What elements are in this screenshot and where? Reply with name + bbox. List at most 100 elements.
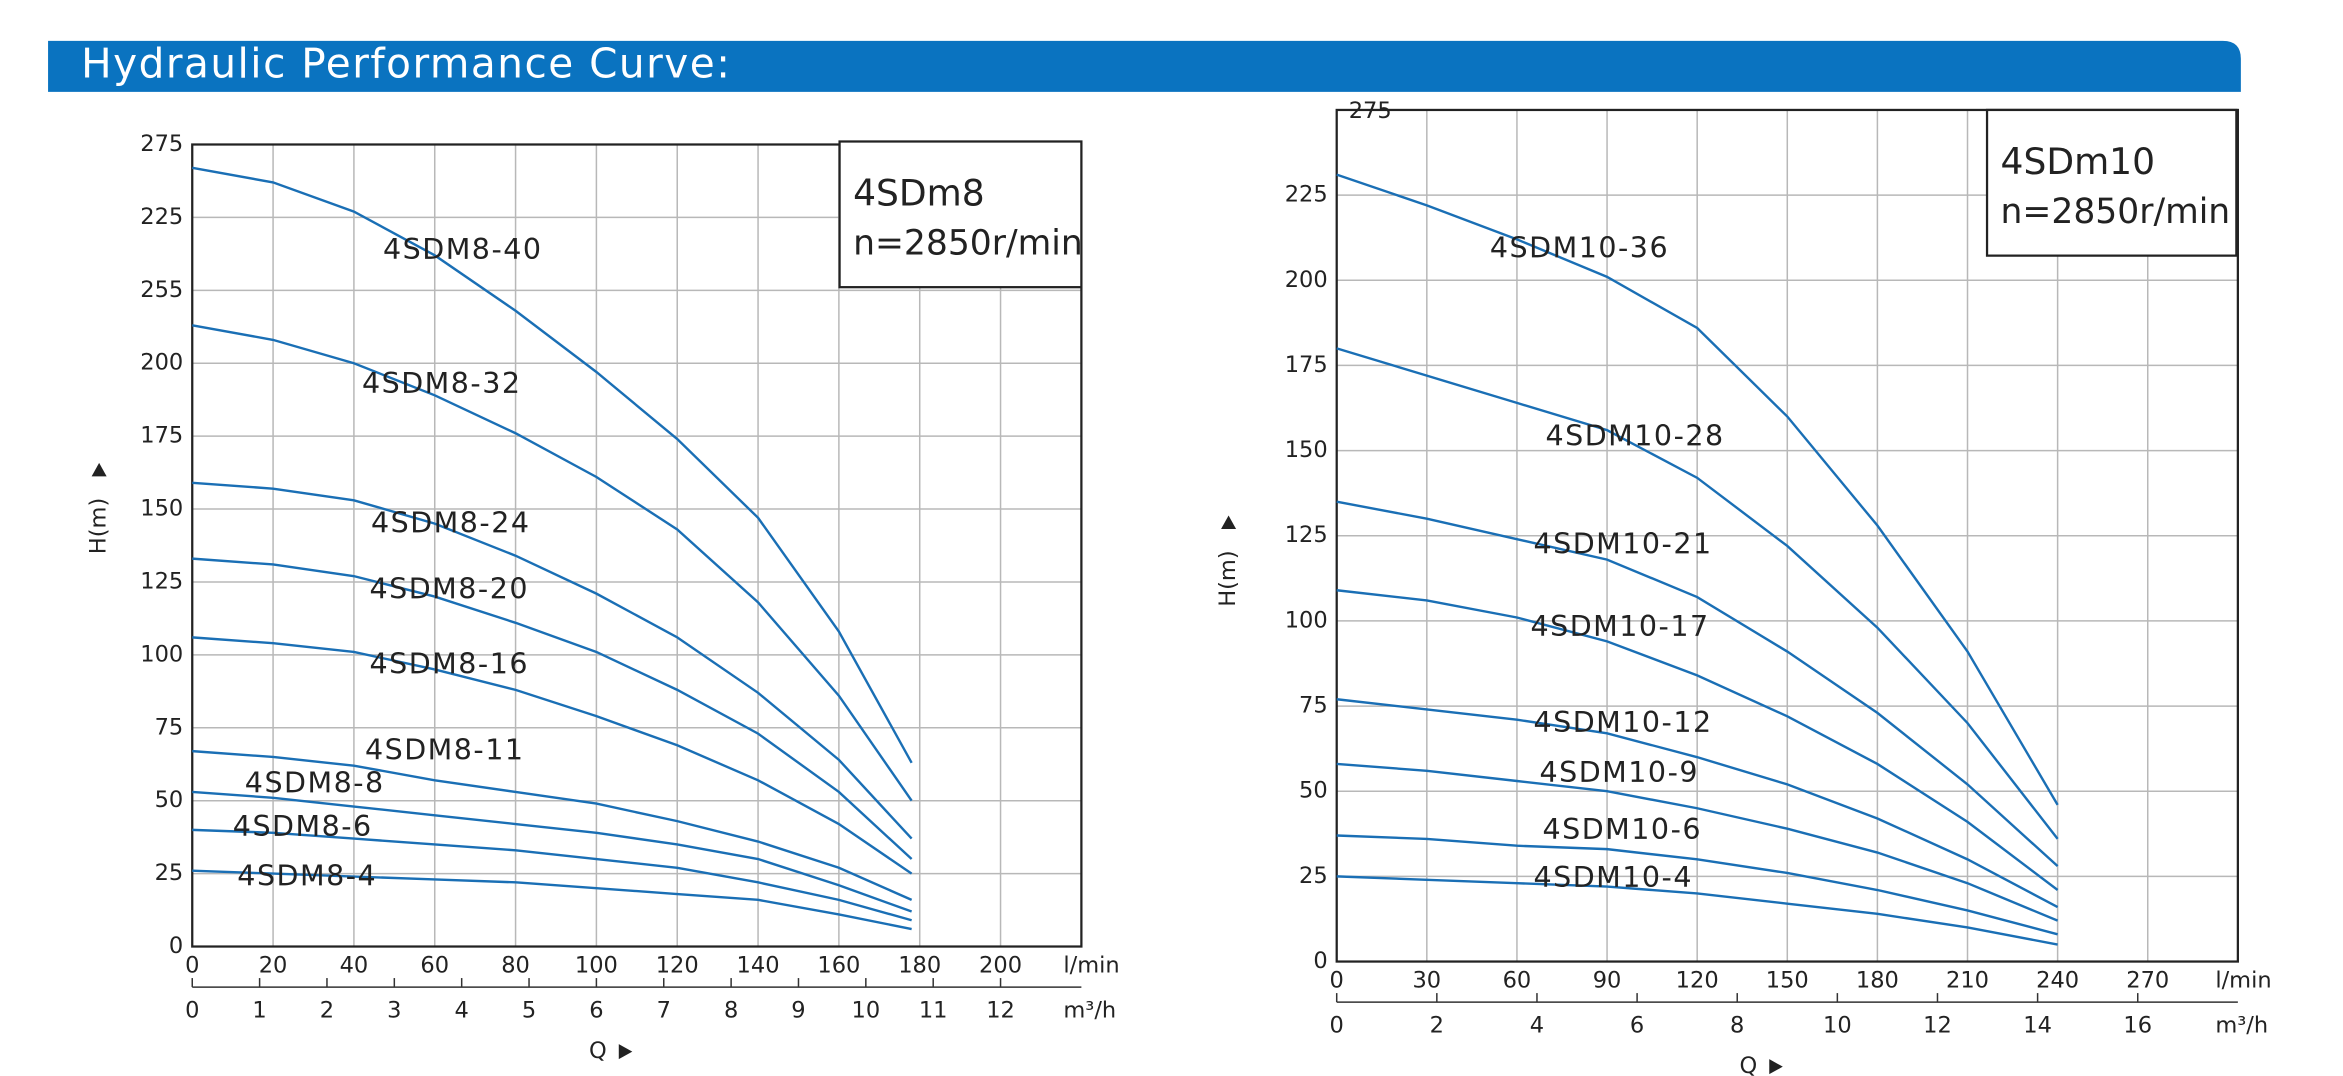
- x-tick-label: 20: [259, 953, 288, 979]
- x2-tick-label: 4: [455, 998, 469, 1024]
- curve-label: 4SDM10-17: [1530, 610, 1709, 643]
- x-tick-label: 80: [501, 953, 530, 979]
- y-tick-label: 100: [1285, 607, 1328, 633]
- y-tick-label: 175: [1285, 352, 1328, 378]
- info-box: [1985, 108, 2238, 257]
- curve: [1336, 173, 2059, 806]
- y-tick-label: 275: [140, 131, 183, 157]
- x-tick-label: 180: [898, 953, 941, 979]
- curve-label: 4SDM10-9: [1539, 756, 1699, 789]
- plot-frame: [191, 143, 1083, 948]
- x2-tick-label: 14: [2023, 1013, 2052, 1039]
- x2-tick-label: 16: [2123, 1013, 2152, 1039]
- y-tick-label: 150: [1285, 437, 1328, 463]
- curve-label: 4SDM8-6: [233, 810, 373, 843]
- y-tick-label: 0: [169, 933, 183, 959]
- x-tick-label: 180: [1856, 968, 1899, 994]
- x2-tick-label: 9: [791, 998, 805, 1024]
- x-tick-label: 210: [1946, 968, 1989, 994]
- x-unit: l/min: [2215, 968, 2271, 994]
- curve: [192, 749, 913, 901]
- header-title: Hydraulic Performance Curve:: [81, 39, 731, 87]
- curve: [192, 790, 913, 913]
- x2-unit: m³/h: [2215, 1013, 2268, 1039]
- x2-tick-label: 8: [724, 998, 738, 1024]
- y-tick-label: 25: [155, 860, 184, 886]
- curve-label: 4SDM10-12: [1533, 706, 1712, 739]
- curve-label: 4SDM10-6: [1542, 813, 1702, 846]
- x-axis-label: Q: [1740, 1053, 1758, 1076]
- x2-tick-label: 11: [919, 998, 948, 1024]
- y-axis-label: H(m): [86, 498, 112, 554]
- curve: [1336, 589, 2059, 891]
- y-tick-label: 50: [155, 787, 184, 813]
- x2-tick-label: 12: [986, 998, 1015, 1024]
- curve: [1336, 698, 2059, 909]
- x2-tick-label: 0: [185, 998, 199, 1024]
- curve: [192, 481, 913, 840]
- y-tick-label: 200: [1285, 267, 1328, 293]
- x2-tick-label: 2: [320, 998, 334, 1024]
- curve-label: 4SDM10-28: [1545, 419, 1724, 452]
- curve: [192, 166, 913, 764]
- x-tick-label: 30: [1412, 968, 1441, 994]
- y-axis-label: H(m): [1215, 550, 1241, 606]
- header-bar: [48, 40, 2241, 92]
- curve: [1336, 875, 2058, 946]
- x-tick-label: 120: [656, 953, 699, 979]
- y-tick-label: 75: [155, 714, 184, 740]
- x-tick-label: 120: [1676, 968, 1719, 994]
- x-tick-label: 200: [979, 953, 1022, 979]
- x-unit: l/min: [1063, 953, 1119, 979]
- curve: [1336, 762, 2059, 922]
- x-tick-label: 90: [1593, 968, 1622, 994]
- y-tick-label: 50: [1299, 778, 1328, 804]
- x2-tick-label: 6: [589, 998, 603, 1024]
- x-tick-label: 60: [420, 953, 449, 979]
- x-arrow: [1769, 1059, 1783, 1075]
- x-tick-label: 60: [1503, 968, 1532, 994]
- box-title: 4SDm8: [853, 174, 985, 215]
- x2-tick-label: 2: [1430, 1013, 1444, 1039]
- curve-label: 4SDM8-20: [369, 573, 529, 606]
- x-tick-label: 100: [575, 953, 618, 979]
- box-subtitle: n=2850r/min: [2001, 192, 2231, 232]
- info-box: [838, 140, 1083, 289]
- curve: [192, 869, 912, 931]
- curve-label: 4SDM8-8: [245, 766, 385, 799]
- x-tick-label: 160: [817, 953, 860, 979]
- curve-label: 4SDM8-11: [365, 733, 525, 766]
- y-tick-label: 175: [140, 423, 183, 449]
- curve-label: 4SDM8-24: [371, 506, 531, 539]
- y-tick-label: 125: [1285, 522, 1328, 548]
- y-tick-label: 0: [1313, 948, 1327, 974]
- y-arrow: [91, 462, 107, 477]
- x-tick-label: 140: [737, 953, 780, 979]
- x-tick-label: 40: [340, 953, 369, 979]
- curve: [192, 828, 912, 922]
- y-arrow: [1221, 515, 1237, 529]
- x2-tick-label: 5: [522, 998, 536, 1024]
- x2-tick-label: 8: [1730, 1013, 1744, 1039]
- x2-tick-label: 10: [1823, 1013, 1852, 1039]
- x2-tick-label: 1: [252, 998, 266, 1024]
- x2-tick-label: 7: [657, 998, 671, 1024]
- curve-label: 4SDM8-32: [362, 367, 522, 400]
- curve: [192, 557, 913, 860]
- x2-tick-label: 10: [852, 998, 881, 1024]
- x2-tick-label: 4: [1530, 1013, 1544, 1039]
- x2-tick-label: 0: [1330, 1013, 1344, 1039]
- curve: [1336, 834, 2058, 936]
- y-tick-label: 150: [140, 496, 183, 522]
- curve-label: 4SDM8-4: [237, 859, 377, 892]
- box-subtitle: n=2850r/min: [853, 224, 1083, 264]
- x-tick-label: 0: [185, 953, 199, 979]
- plot-frame: [1335, 108, 2239, 963]
- y-tick-label: 225: [140, 204, 183, 230]
- y-tick-label: 255: [140, 277, 183, 303]
- x-tick-label: 270: [2126, 968, 2169, 994]
- x2-tick-label: 3: [387, 998, 401, 1024]
- curve: [1336, 347, 2059, 840]
- x2-tick-label: 6: [1630, 1013, 1644, 1039]
